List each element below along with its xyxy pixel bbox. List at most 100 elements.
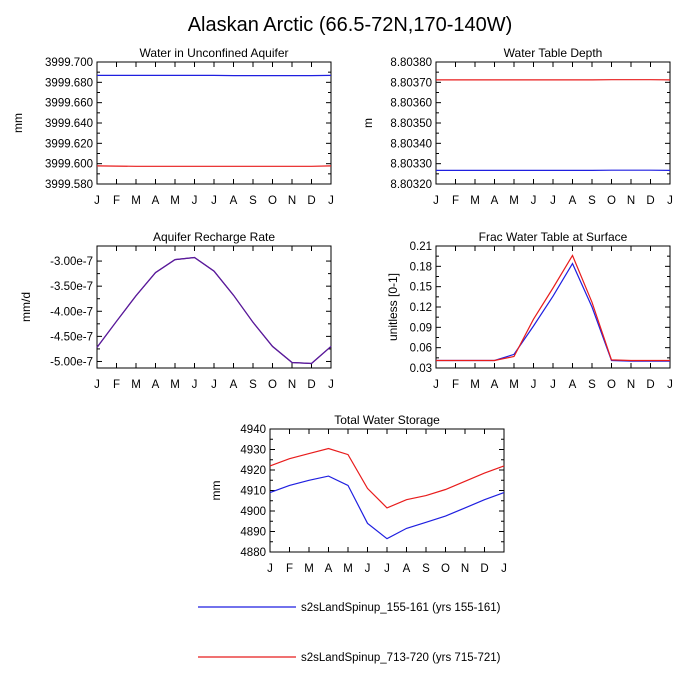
x-tick-label: M xyxy=(509,379,519,391)
y-tick-label: 0.18 xyxy=(410,261,432,273)
x-tick-label: J xyxy=(501,563,507,575)
y-tick-label: 3999.700 xyxy=(45,57,93,69)
y-tick-label: 3999.640 xyxy=(45,118,93,130)
y-tick-label: 4920 xyxy=(240,465,266,477)
x-tick-label: J xyxy=(531,379,537,391)
y-tick-label: 8.80340 xyxy=(390,138,432,150)
series-line-0 xyxy=(269,475,505,540)
x-tick-label: D xyxy=(646,195,654,207)
x-tick-label: D xyxy=(646,379,654,391)
main-title: Alaskan Arctic (66.5-72N,170-140W) xyxy=(188,14,513,36)
y-axis-label: mm xyxy=(11,113,25,133)
x-tick-label: A xyxy=(569,379,577,391)
x-tick-label: D xyxy=(307,195,315,207)
x-tick-label: J xyxy=(667,195,673,207)
x-tick-label: M xyxy=(304,563,314,575)
y-tick-label: 4880 xyxy=(240,547,266,559)
x-tick-label: J xyxy=(365,563,371,575)
x-tick-label: J xyxy=(550,195,556,207)
x-tick-label: A xyxy=(152,195,160,207)
x-tick-label: M xyxy=(470,379,480,391)
x-tick-label: A xyxy=(491,379,499,391)
y-tick-label: 3999.660 xyxy=(45,98,93,110)
x-tick-label: F xyxy=(286,563,293,575)
y-tick-label: 3999.580 xyxy=(45,179,93,191)
legend-label-blue: s2sLandSpinup_155-161 (yrs 155-161) xyxy=(301,602,501,614)
y-tick-label: 0.21 xyxy=(410,241,432,253)
y-tick-label: 3999.600 xyxy=(45,159,93,171)
x-tick-label: J xyxy=(94,195,100,207)
x-tick-label: S xyxy=(422,563,430,575)
x-tick-label: A xyxy=(403,563,411,575)
x-tick-label: J xyxy=(384,563,390,575)
x-tick-label: J xyxy=(531,195,537,207)
y-tick-label: 8.80360 xyxy=(390,98,432,110)
legend-label-red: s2sLandSpinup_713-720 (yrs 715-721) xyxy=(301,652,501,664)
x-tick-label: J xyxy=(667,379,673,391)
x-tick-label: M xyxy=(170,195,180,207)
x-tick-label: F xyxy=(452,379,459,391)
x-tick-label: A xyxy=(325,563,333,575)
y-tick-label: 0.15 xyxy=(410,282,432,294)
y-axis-label: unitless [0-1] xyxy=(386,273,400,341)
y-tick-label: 3999.620 xyxy=(45,138,93,150)
x-tick-label: M xyxy=(131,195,141,207)
x-tick-label: N xyxy=(627,379,635,391)
series-line-0 xyxy=(96,256,332,365)
x-tick-label: M xyxy=(343,563,353,575)
y-axis-label: m xyxy=(361,118,375,128)
x-tick-label: M xyxy=(470,195,480,207)
x-tick-label: N xyxy=(288,195,296,207)
y-tick-label: 8.80370 xyxy=(390,77,432,89)
x-tick-label: S xyxy=(249,379,257,391)
x-tick-label: D xyxy=(480,563,488,575)
y-tick-label: 3999.680 xyxy=(45,77,93,89)
x-tick-label: N xyxy=(461,563,469,575)
y-tick-label: -3.50e-7 xyxy=(50,281,93,293)
x-tick-label: D xyxy=(307,379,315,391)
y-tick-label: 4900 xyxy=(240,506,266,518)
plot-frame xyxy=(435,245,671,369)
y-tick-label: 4930 xyxy=(240,445,266,457)
panel-title: Aquifer Recharge Rate xyxy=(153,230,275,244)
y-tick-label: -4.50e-7 xyxy=(50,331,93,343)
x-tick-label: O xyxy=(607,379,616,391)
x-tick-label: M xyxy=(170,379,180,391)
x-tick-label: O xyxy=(441,563,450,575)
x-tick-label: O xyxy=(607,195,616,207)
x-tick-label: S xyxy=(249,195,257,207)
x-tick-label: S xyxy=(588,195,596,207)
x-tick-label: A xyxy=(230,195,238,207)
y-tick-label: 8.80330 xyxy=(390,159,432,171)
series-line-1 xyxy=(269,447,505,509)
y-tick-label: 8.80350 xyxy=(390,118,432,130)
x-tick-label: A xyxy=(569,195,577,207)
y-axis-label: mm/d xyxy=(19,292,33,322)
y-tick-label: 8.80380 xyxy=(390,57,432,69)
x-tick-label: J xyxy=(267,563,273,575)
plot-frame xyxy=(96,245,332,369)
y-tick-label: 4940 xyxy=(240,424,266,436)
x-tick-label: J xyxy=(211,195,217,207)
x-tick-label: F xyxy=(452,195,459,207)
x-tick-label: J xyxy=(328,379,334,391)
x-tick-label: M xyxy=(509,195,519,207)
x-tick-label: A xyxy=(491,195,499,207)
x-tick-label: M xyxy=(131,379,141,391)
y-tick-label: 4910 xyxy=(240,486,266,498)
y-tick-label: 0.09 xyxy=(410,322,432,334)
y-tick-label: -4.00e-7 xyxy=(50,306,93,318)
x-tick-label: F xyxy=(113,195,120,207)
x-tick-label: A xyxy=(230,379,238,391)
x-tick-label: J xyxy=(433,379,439,391)
x-tick-label: J xyxy=(192,379,198,391)
x-tick-label: J xyxy=(94,379,100,391)
x-tick-label: J xyxy=(192,195,198,207)
